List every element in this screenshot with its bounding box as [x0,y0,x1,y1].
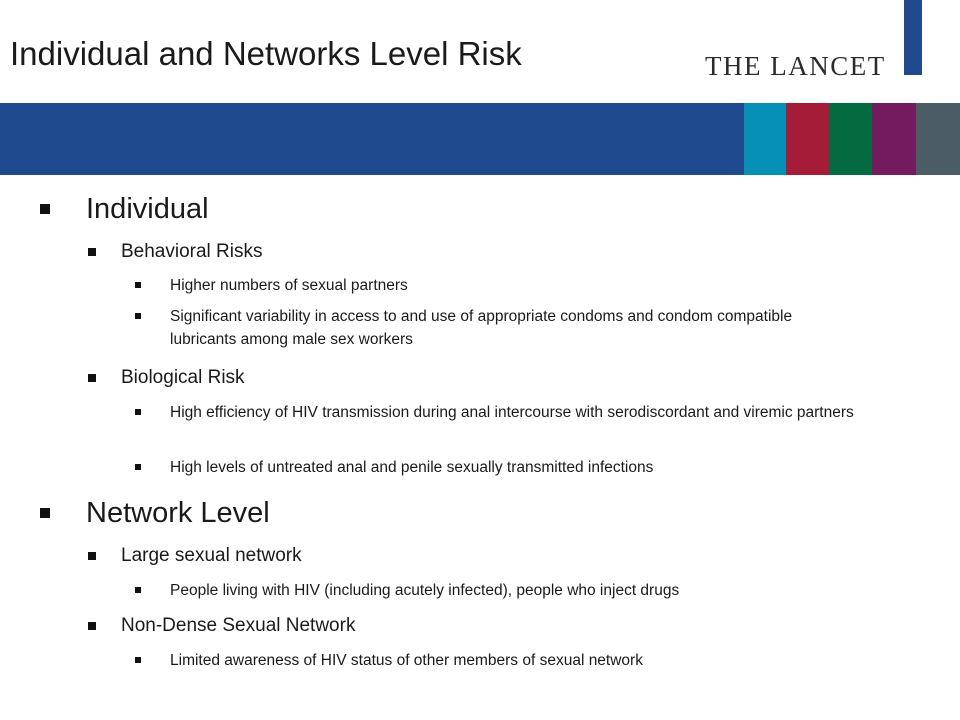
slide-title: Individual and Networks Level Risk [10,35,522,72]
lancet-logo: THE LANCET [705,51,886,81]
bullet-text: People living with HIV (including acutel… [170,582,680,599]
bullet-text: Non-Dense Sexual Network [121,615,356,636]
bullet-text: Significant variability in access to and… [170,308,793,348]
bullet-text: Behavioral Risks [121,241,263,262]
square-bullet-icon [40,204,50,214]
color-swatch-teal [744,103,786,175]
bullet-text: Limited awareness of HIV status of other… [170,652,643,669]
square-bullet-icon [135,587,141,593]
square-bullet-icon [88,374,96,382]
bullet-text: High levels of untreated anal and penile… [170,459,654,476]
color-swatch-green [829,103,872,175]
bullet-text: Biological Risk [121,367,245,388]
color-swatch-crimson [786,103,829,175]
square-bullet-icon [135,464,141,470]
bullet-text: Individual [86,193,209,225]
square-bullet-icon [135,313,141,319]
bullet-text: Network Level [86,497,270,529]
square-bullet-icon [88,248,96,256]
square-bullet-icon [88,622,96,630]
bullet-text: Large sexual network [121,545,302,566]
color-swatch-purple [872,103,916,175]
square-bullet-icon [88,552,96,560]
bullet-text: Higher numbers of sexual partners [170,277,408,294]
square-bullet-icon [135,409,141,415]
bullet-text: High efficiency of HIV transmission duri… [170,404,854,421]
color-swatch-slate [916,103,960,175]
square-bullet-icon [40,508,50,518]
square-bullet-icon [135,282,141,288]
top-accent-bar [904,0,922,75]
square-bullet-icon [135,657,141,663]
header-band [0,103,744,175]
